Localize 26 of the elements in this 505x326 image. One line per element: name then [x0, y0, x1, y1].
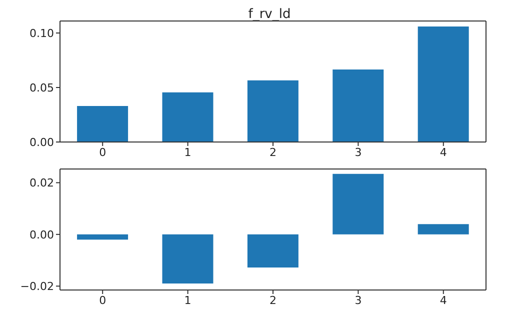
- bar: [162, 234, 214, 284]
- bar: [77, 234, 128, 240]
- x-tick-label: 3: [354, 294, 362, 307]
- x-tick-label: 3: [354, 146, 362, 159]
- y-tick-label: 0.00: [30, 136, 54, 149]
- bar: [332, 70, 384, 142]
- y-tick-label: 0.02: [30, 176, 54, 190]
- bar: [418, 26, 469, 142]
- x-tick-label: 1: [184, 294, 192, 307]
- x-tick-label: 2: [270, 294, 276, 307]
- y-tick-label: 0.10: [30, 26, 54, 40]
- x-tick-label: 2: [270, 146, 276, 159]
- y-tick-label: 0.00: [30, 228, 54, 242]
- x-tick-label: 4: [440, 146, 447, 159]
- bar: [332, 174, 384, 234]
- y-tick-label: −0.02: [20, 280, 54, 294]
- y-tick-label: 0.05: [30, 81, 54, 94]
- bar: [247, 80, 298, 142]
- x-tick-label: 4: [440, 294, 447, 307]
- x-tick-label: 1: [184, 146, 192, 159]
- x-tick-label: 0: [99, 146, 106, 159]
- bar: [162, 92, 214, 142]
- bar: [418, 224, 469, 234]
- bar: [247, 234, 298, 268]
- x-tick-label: 0: [99, 294, 106, 307]
- bar: [77, 106, 128, 142]
